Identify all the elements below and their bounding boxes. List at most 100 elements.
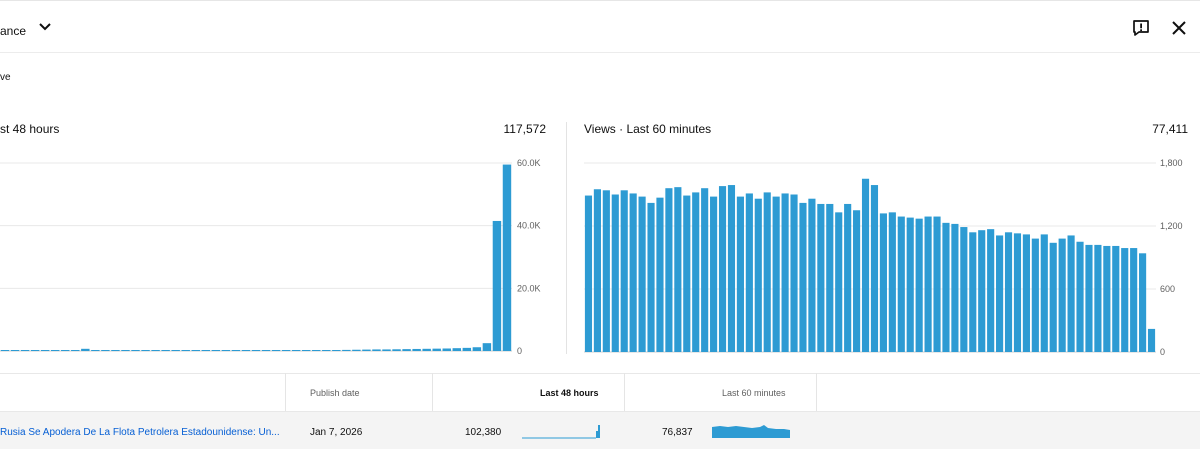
- bar[interactable]: [611, 194, 619, 353]
- bar[interactable]: [91, 350, 100, 351]
- bar[interactable]: [870, 185, 879, 352]
- bar[interactable]: [432, 348, 441, 351]
- bar[interactable]: [171, 350, 180, 351]
- header-last-60-minutes[interactable]: Last 60 minutes: [722, 388, 786, 398]
- bar[interactable]: [745, 193, 753, 352]
- bar[interactable]: [584, 195, 593, 352]
- bar[interactable]: [808, 198, 816, 352]
- header-last-48-hours[interactable]: Last 48 hours: [540, 388, 599, 398]
- bar[interactable]: [781, 193, 789, 352]
- bar[interactable]: [1147, 328, 1156, 352]
- bar[interactable]: [620, 190, 628, 352]
- bar[interactable]: [1094, 244, 1102, 352]
- bar[interactable]: [181, 350, 190, 351]
- bar[interactable]: [131, 350, 140, 351]
- bar[interactable]: [727, 185, 736, 352]
- bar[interactable]: [879, 213, 887, 352]
- bar[interactable]: [271, 350, 281, 351]
- bar[interactable]: [1049, 242, 1057, 352]
- bar[interactable]: [1058, 238, 1066, 352]
- bar[interactable]: [151, 350, 160, 351]
- bar[interactable]: [799, 202, 807, 352]
- bar[interactable]: [1121, 248, 1129, 352]
- bar[interactable]: [978, 230, 986, 352]
- bar[interactable]: [826, 203, 834, 352]
- bar[interactable]: [422, 348, 431, 351]
- bar[interactable]: [211, 350, 221, 351]
- bar[interactable]: [844, 203, 852, 352]
- bar[interactable]: [665, 188, 673, 352]
- bar[interactable]: [442, 348, 451, 351]
- bar[interactable]: [71, 350, 80, 351]
- bar[interactable]: [312, 350, 321, 351]
- table-row[interactable]: Rusia Se Apodera De La Flota Petrolera E…: [0, 411, 1200, 449]
- bar[interactable]: [969, 232, 977, 352]
- bar[interactable]: [30, 350, 40, 351]
- bar[interactable]: [835, 212, 843, 352]
- bar[interactable]: [647, 202, 655, 352]
- bar[interactable]: [942, 222, 950, 352]
- bar[interactable]: [996, 235, 1004, 352]
- bar[interactable]: [897, 216, 905, 352]
- bar[interactable]: [251, 350, 261, 351]
- bar[interactable]: [629, 193, 637, 352]
- bar[interactable]: [924, 216, 932, 352]
- bar[interactable]: [853, 210, 861, 352]
- bar[interactable]: [81, 348, 90, 351]
- bar[interactable]: [382, 349, 391, 351]
- bar[interactable]: [342, 349, 351, 351]
- close-icon[interactable]: [1169, 18, 1189, 38]
- bar[interactable]: [790, 194, 798, 353]
- bar[interactable]: [674, 187, 682, 352]
- bar[interactable]: [1112, 245, 1120, 352]
- bar[interactable]: [1103, 245, 1111, 352]
- bar[interactable]: [772, 196, 780, 352]
- bar[interactable]: [683, 195, 691, 352]
- bar[interactable]: [462, 347, 472, 351]
- bar[interactable]: [261, 350, 271, 351]
- bar[interactable]: [291, 350, 301, 351]
- bar[interactable]: [915, 218, 923, 352]
- bar[interactable]: [710, 196, 718, 352]
- bar[interactable]: [121, 350, 130, 351]
- bar[interactable]: [701, 188, 709, 352]
- bar[interactable]: [736, 196, 744, 352]
- bar[interactable]: [51, 350, 60, 351]
- bar[interactable]: [692, 192, 700, 352]
- bar[interactable]: [960, 227, 968, 352]
- bar[interactable]: [111, 350, 120, 351]
- bar[interactable]: [1040, 234, 1048, 352]
- bar[interactable]: [412, 348, 421, 351]
- bar[interactable]: [352, 349, 361, 351]
- bar[interactable]: [191, 350, 200, 351]
- bar[interactable]: [754, 198, 762, 352]
- bar[interactable]: [372, 349, 381, 351]
- bar[interactable]: [301, 350, 311, 351]
- bar[interactable]: [101, 350, 110, 351]
- bar[interactable]: [1076, 241, 1084, 352]
- bar[interactable]: [322, 350, 331, 351]
- bar[interactable]: [656, 197, 664, 352]
- bar[interactable]: [402, 349, 411, 351]
- bar[interactable]: [20, 350, 30, 351]
- bar[interactable]: [1022, 234, 1030, 352]
- bar[interactable]: [861, 178, 870, 352]
- bar[interactable]: [452, 348, 461, 351]
- bar[interactable]: [231, 350, 241, 351]
- bar[interactable]: [906, 217, 914, 352]
- bar[interactable]: [241, 350, 251, 351]
- bar[interactable]: [40, 350, 50, 351]
- bar[interactable]: [1130, 248, 1138, 352]
- chevron-down-icon[interactable]: [36, 18, 54, 36]
- header-publish-date[interactable]: Publish date: [310, 388, 360, 398]
- bar[interactable]: [593, 189, 601, 352]
- bar[interactable]: [482, 343, 492, 351]
- bar[interactable]: [763, 192, 771, 352]
- bar[interactable]: [392, 349, 401, 351]
- bar[interactable]: [161, 350, 170, 351]
- bar[interactable]: [1031, 238, 1039, 352]
- bar[interactable]: [987, 229, 995, 352]
- bar[interactable]: [502, 164, 512, 351]
- bar[interactable]: [472, 347, 482, 351]
- bar[interactable]: [602, 190, 610, 352]
